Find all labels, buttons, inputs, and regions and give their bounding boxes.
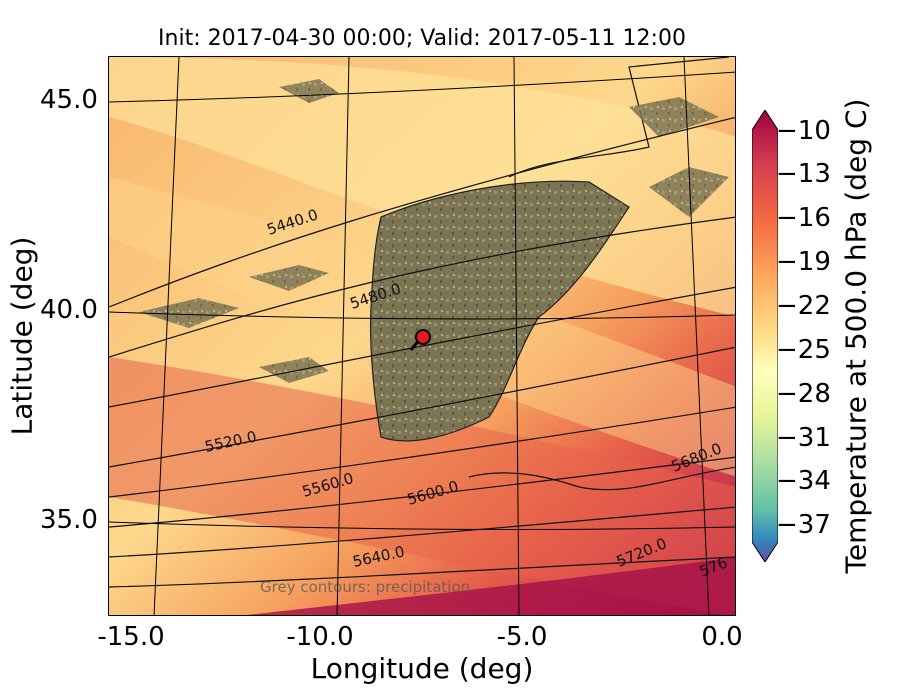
colorbar-bar xyxy=(752,110,778,562)
france-coastline xyxy=(508,57,730,178)
precipitation-patches xyxy=(139,79,729,383)
graticule xyxy=(109,57,735,615)
y-tick-label: 40.0 xyxy=(40,295,98,325)
hot-temperature-band xyxy=(246,557,735,615)
y-tick-label: 45.0 xyxy=(40,85,98,115)
colorbar-tick: −10 xyxy=(776,116,831,146)
colorbar-tick: −37 xyxy=(776,510,831,540)
africa-coastline xyxy=(468,466,735,491)
x-axis-label: Longitude (deg) xyxy=(310,652,534,685)
colorbar-tick: −16 xyxy=(776,203,831,233)
colorbar-tick: −13 xyxy=(776,159,831,189)
colorbar-label: Temperature at 500.0 hPa (deg C) xyxy=(839,98,873,574)
colorbar-tick: −34 xyxy=(776,466,831,496)
colorbar-tick: −19 xyxy=(776,247,831,277)
colorbar-tick: −28 xyxy=(776,379,831,409)
height-contours xyxy=(109,116,735,588)
warm-temperature-band xyxy=(109,357,735,615)
colorbar xyxy=(752,110,778,562)
location-marker xyxy=(415,329,431,345)
x-tick-label: -10.0 xyxy=(286,622,354,652)
map-panel: 5440.0 5480.0 5520.0 5560.0 5600.0 5640.… xyxy=(108,56,736,616)
iberian-peninsula-land xyxy=(369,180,630,442)
chart-title: Init: 2017-04-30 00:00; Valid: 2017-05-1… xyxy=(158,26,686,51)
colorbar-tick: −25 xyxy=(776,335,831,365)
map-canvas: 5440.0 5480.0 5520.0 5560.0 5600.0 5640.… xyxy=(109,57,735,615)
y-axis-label: Latitude (deg) xyxy=(5,236,39,436)
x-tick-label: -5.0 xyxy=(496,622,548,652)
colorbar-tick: −22 xyxy=(776,291,831,321)
x-tick-label: 0.0 xyxy=(701,622,743,652)
colorbar-tick: −31 xyxy=(776,423,831,453)
x-tick-label: -15.0 xyxy=(97,622,165,652)
y-tick-label: 35.0 xyxy=(40,505,98,535)
precipitation-note: Grey contours: precipitation xyxy=(260,578,471,596)
